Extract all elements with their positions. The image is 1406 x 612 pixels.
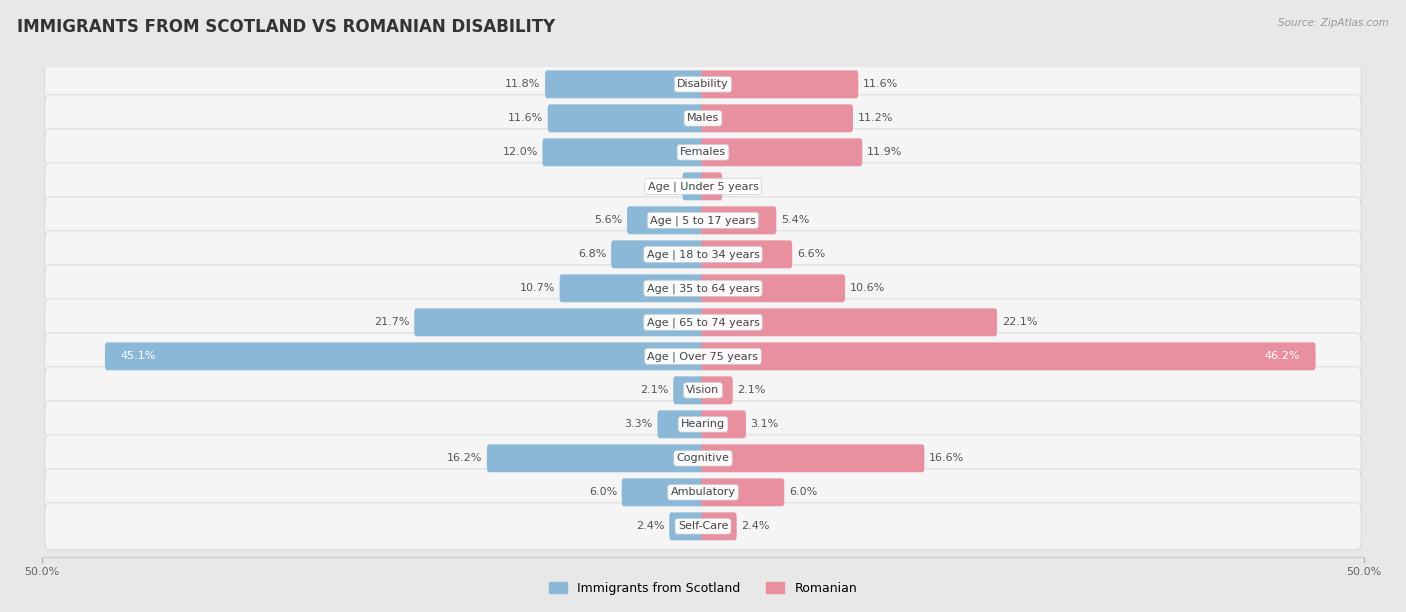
Text: Age | Under 5 years: Age | Under 5 years (648, 181, 758, 192)
Text: 3.1%: 3.1% (751, 419, 779, 430)
Text: Cognitive: Cognitive (676, 453, 730, 463)
Text: 11.9%: 11.9% (868, 147, 903, 157)
Text: 3.3%: 3.3% (624, 419, 652, 430)
FancyBboxPatch shape (45, 367, 1361, 414)
FancyBboxPatch shape (45, 61, 1361, 108)
Text: Age | 35 to 64 years: Age | 35 to 64 years (647, 283, 759, 294)
FancyBboxPatch shape (45, 435, 1361, 482)
Text: 11.6%: 11.6% (863, 80, 898, 89)
Text: Males: Males (688, 113, 718, 124)
FancyBboxPatch shape (702, 376, 733, 405)
FancyBboxPatch shape (543, 138, 704, 166)
FancyBboxPatch shape (682, 173, 704, 200)
Text: Age | 5 to 17 years: Age | 5 to 17 years (650, 215, 756, 226)
FancyBboxPatch shape (702, 206, 776, 234)
FancyBboxPatch shape (702, 173, 723, 200)
FancyBboxPatch shape (702, 512, 737, 540)
Text: 6.0%: 6.0% (789, 487, 817, 498)
Text: 12.0%: 12.0% (502, 147, 537, 157)
Text: 2.1%: 2.1% (640, 386, 669, 395)
Text: 45.1%: 45.1% (120, 351, 156, 361)
Text: Age | Over 75 years: Age | Over 75 years (648, 351, 758, 362)
Text: 21.7%: 21.7% (374, 317, 409, 327)
Text: 5.6%: 5.6% (595, 215, 623, 225)
FancyBboxPatch shape (658, 411, 704, 438)
FancyBboxPatch shape (45, 299, 1361, 346)
FancyBboxPatch shape (621, 479, 704, 506)
FancyBboxPatch shape (612, 241, 704, 268)
FancyBboxPatch shape (560, 274, 704, 302)
Text: 5.4%: 5.4% (780, 215, 810, 225)
Text: Age | 18 to 34 years: Age | 18 to 34 years (647, 249, 759, 259)
Text: Vision: Vision (686, 386, 720, 395)
FancyBboxPatch shape (105, 342, 704, 370)
Text: 6.8%: 6.8% (578, 249, 606, 259)
Text: 11.8%: 11.8% (505, 80, 540, 89)
FancyBboxPatch shape (415, 308, 704, 336)
Text: 2.4%: 2.4% (636, 521, 665, 531)
Text: Disability: Disability (678, 80, 728, 89)
Text: 46.2%: 46.2% (1265, 351, 1301, 361)
FancyBboxPatch shape (45, 503, 1361, 550)
Legend: Immigrants from Scotland, Romanian: Immigrants from Scotland, Romanian (544, 577, 862, 600)
Text: Ambulatory: Ambulatory (671, 487, 735, 498)
Text: Age | 65 to 74 years: Age | 65 to 74 years (647, 317, 759, 327)
FancyBboxPatch shape (45, 163, 1361, 210)
FancyBboxPatch shape (702, 274, 845, 302)
FancyBboxPatch shape (45, 231, 1361, 278)
FancyBboxPatch shape (486, 444, 704, 472)
Text: Source: ZipAtlas.com: Source: ZipAtlas.com (1278, 18, 1389, 28)
FancyBboxPatch shape (702, 444, 924, 472)
Text: 16.6%: 16.6% (929, 453, 965, 463)
FancyBboxPatch shape (45, 197, 1361, 244)
Text: 6.6%: 6.6% (797, 249, 825, 259)
FancyBboxPatch shape (627, 206, 704, 234)
Text: Hearing: Hearing (681, 419, 725, 430)
Text: 16.2%: 16.2% (447, 453, 482, 463)
FancyBboxPatch shape (702, 479, 785, 506)
FancyBboxPatch shape (45, 95, 1361, 142)
Text: 22.1%: 22.1% (1001, 317, 1038, 327)
Text: 6.0%: 6.0% (589, 487, 617, 498)
FancyBboxPatch shape (702, 105, 853, 132)
FancyBboxPatch shape (45, 401, 1361, 448)
FancyBboxPatch shape (45, 129, 1361, 176)
FancyBboxPatch shape (702, 308, 997, 336)
FancyBboxPatch shape (45, 265, 1361, 312)
Text: 2.4%: 2.4% (741, 521, 770, 531)
Text: Self-Care: Self-Care (678, 521, 728, 531)
Text: 2.1%: 2.1% (737, 386, 766, 395)
FancyBboxPatch shape (546, 70, 704, 99)
Text: 10.6%: 10.6% (849, 283, 884, 293)
Text: IMMIGRANTS FROM SCOTLAND VS ROMANIAN DISABILITY: IMMIGRANTS FROM SCOTLAND VS ROMANIAN DIS… (17, 18, 555, 36)
Text: 11.2%: 11.2% (858, 113, 893, 124)
FancyBboxPatch shape (702, 342, 1316, 370)
FancyBboxPatch shape (702, 70, 858, 99)
Text: 1.4%: 1.4% (650, 181, 678, 192)
FancyBboxPatch shape (702, 411, 747, 438)
Text: 10.7%: 10.7% (520, 283, 555, 293)
Text: 1.3%: 1.3% (727, 181, 755, 192)
FancyBboxPatch shape (673, 376, 704, 405)
FancyBboxPatch shape (45, 333, 1361, 380)
FancyBboxPatch shape (702, 138, 862, 166)
FancyBboxPatch shape (45, 469, 1361, 516)
FancyBboxPatch shape (669, 512, 704, 540)
FancyBboxPatch shape (548, 105, 704, 132)
Text: Females: Females (681, 147, 725, 157)
FancyBboxPatch shape (702, 241, 792, 268)
Text: 11.6%: 11.6% (508, 113, 543, 124)
